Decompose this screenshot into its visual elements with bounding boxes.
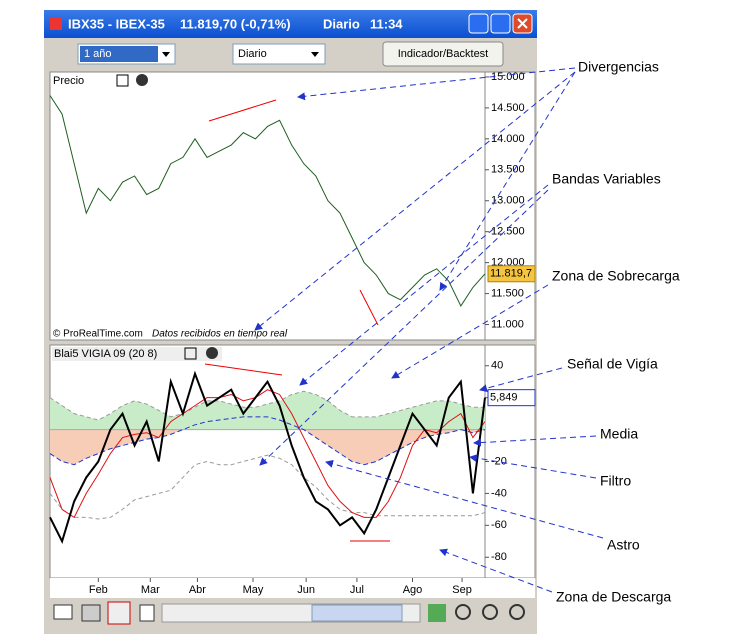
- x-tick-label: Abr: [189, 584, 206, 596]
- cursor-icon[interactable]: [107, 601, 131, 625]
- indicator-button[interactable]: [382, 41, 504, 67]
- mail-icon[interactable]: [53, 604, 73, 620]
- annotation: Filtro: [600, 473, 631, 489]
- annotation: Zona de Descarga: [556, 589, 671, 605]
- window-symbol: IBX35 - IBEX-35: [68, 16, 165, 31]
- series-line: [49, 95, 486, 307]
- interval-value: Diario: [238, 48, 267, 60]
- scroll-thumb[interactable]: [311, 604, 403, 622]
- interval-select[interactable]: [232, 43, 326, 65]
- title-bar: [44, 10, 537, 38]
- zoom-out-icon[interactable]: [482, 604, 498, 620]
- indicator-title-box: [52, 347, 222, 361]
- list-icon[interactable]: [139, 604, 155, 622]
- zone-area: [50, 430, 484, 465]
- window-period: Diario: [323, 16, 360, 31]
- y-tick-label: 14.000: [491, 133, 525, 145]
- window-time: 11:34: [370, 16, 403, 31]
- panel-window-icon[interactable]: [116, 74, 129, 87]
- zoom-fit-icon[interactable]: [455, 604, 471, 620]
- last-value-label: 5,849: [490, 392, 518, 404]
- annotation: Astro: [607, 537, 640, 553]
- last-value-label: 11.819,7: [490, 268, 532, 280]
- series-line: [49, 416, 486, 466]
- x-tick-label: Jun: [297, 584, 315, 596]
- y-tick-label: -60: [491, 519, 507, 531]
- annotation: Zona de Sobrecarga: [552, 268, 680, 284]
- x-axis-area: [50, 578, 535, 598]
- y-tick-label: 11.000: [491, 318, 524, 330]
- close-icon: [517, 18, 528, 29]
- y-tick-label: 13.000: [491, 195, 525, 207]
- panel-close-icon[interactable]: [206, 347, 218, 359]
- y-tick-label: -20: [491, 455, 507, 467]
- annotation: Divergencias: [578, 59, 659, 75]
- indicator-panel: [49, 344, 536, 579]
- annotation: Señal de Vigía: [567, 356, 658, 372]
- x-tick-label: Ago: [403, 584, 423, 596]
- panel-close-icon[interactable]: [136, 74, 148, 86]
- y-tick-label: 13.500: [491, 164, 525, 176]
- dropdown-arrow: [311, 52, 319, 57]
- minimize-button[interactable]: [468, 13, 489, 34]
- range-value: 1 año: [84, 48, 112, 60]
- y-tick-label: 11.500: [491, 287, 524, 299]
- last-value-box: [487, 265, 536, 283]
- y-tick-label: 14.500: [491, 102, 525, 114]
- panel-window-icon[interactable]: [184, 347, 197, 360]
- window-quote: 11.819,70 (-0,71%): [180, 16, 291, 31]
- x-tick-label: Mar: [141, 584, 160, 596]
- y-tick-label: 15.000: [491, 71, 525, 83]
- series-line: [49, 454, 486, 520]
- y-tick-label: -80: [491, 551, 507, 563]
- chart-icon[interactable]: [428, 604, 446, 622]
- zone-area: [50, 391, 485, 430]
- indicator-panel-title: Blai5 VIGIA 09 (20 8): [54, 348, 157, 360]
- divergence-line: [204, 363, 283, 376]
- price-panel-title: Precio: [53, 75, 84, 87]
- annotation: Bandas Variables: [552, 171, 661, 187]
- indicator-button-label: Indicador/Backtest: [398, 48, 489, 60]
- range-selection: [80, 46, 158, 62]
- last-value-box: [487, 389, 536, 407]
- watermark-note: Datos recibidos en tiempo real: [152, 329, 288, 340]
- divergence-line: [208, 99, 277, 122]
- maximize-button[interactable]: [490, 13, 511, 34]
- price-panel: [49, 71, 536, 341]
- watermark: © ProRealTime.com: [53, 329, 143, 340]
- y-tick-label: 40: [491, 360, 503, 372]
- print-icon[interactable]: [81, 604, 101, 622]
- y-tick-label: 12.500: [491, 226, 525, 238]
- annotation-arrows: [254, 67, 604, 593]
- divergence-line: [359, 289, 379, 326]
- app-icon: [50, 18, 62, 30]
- series-line: [49, 370, 486, 544]
- x-tick-label: Sep: [452, 584, 472, 596]
- x-tick-label: May: [243, 584, 264, 596]
- dropdown-arrow: [162, 52, 170, 57]
- annotation: Media: [600, 426, 638, 442]
- series-line: [49, 389, 486, 519]
- zoom-in-icon[interactable]: [509, 604, 525, 620]
- plots: 11.00011.50012.00012.50013.00013.50014.0…: [49, 71, 536, 596]
- x-tick-label: Feb: [89, 584, 108, 596]
- y-tick-label: -40: [491, 487, 507, 499]
- x-tick-label: Jul: [350, 584, 364, 596]
